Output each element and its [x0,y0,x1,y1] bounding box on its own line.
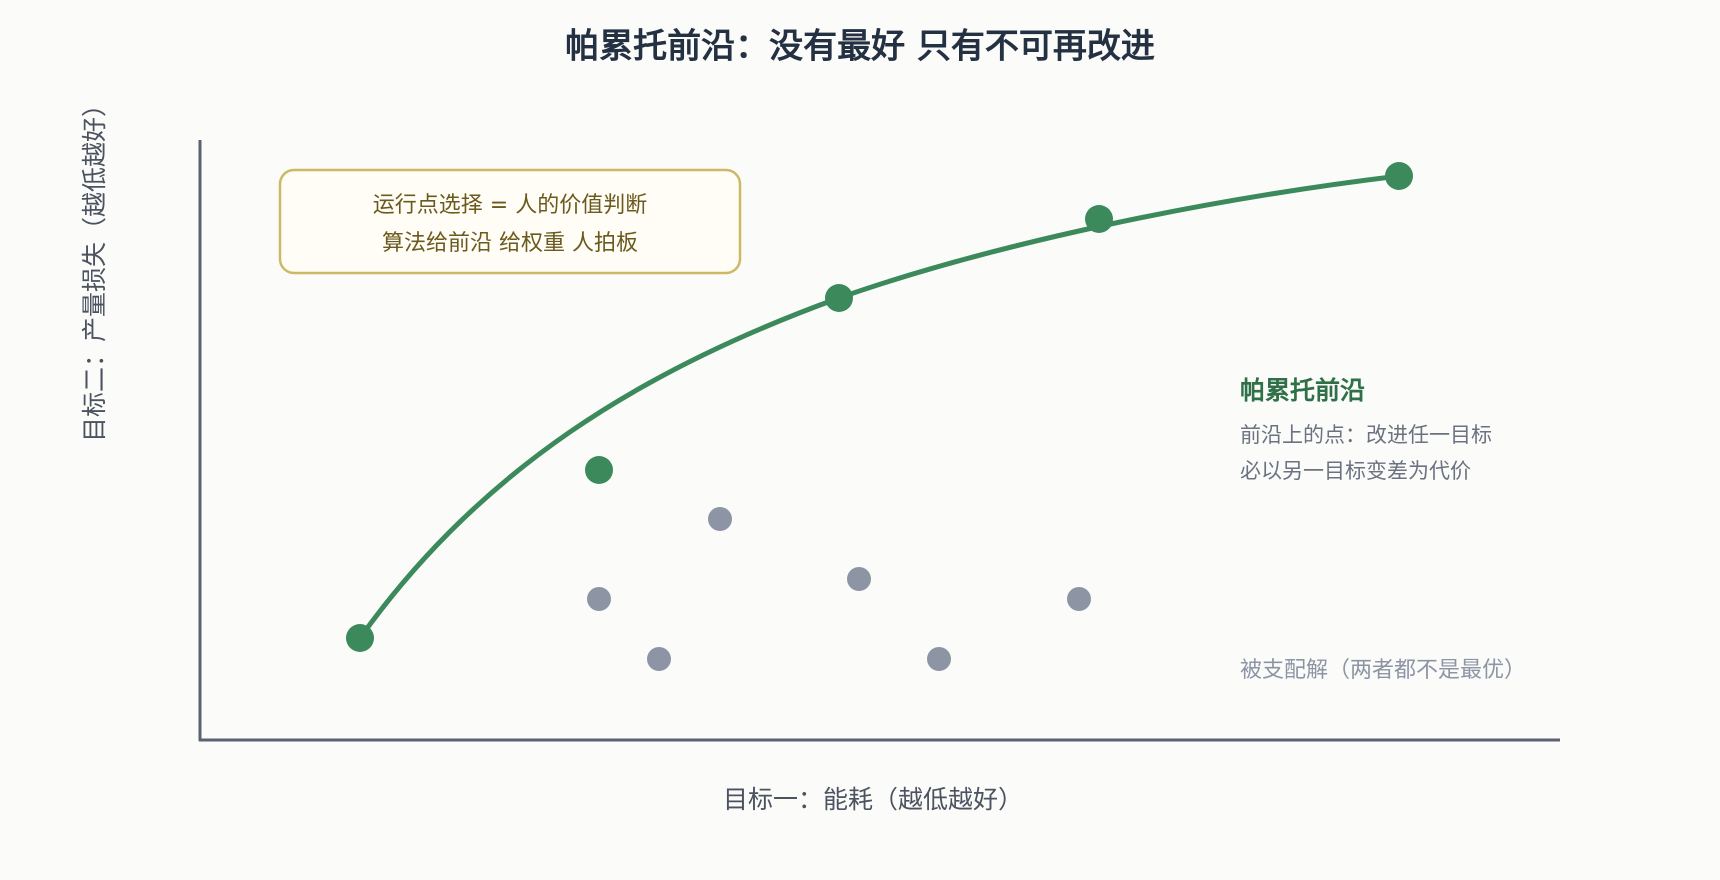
dominated-point [927,647,951,671]
dominated-point [647,647,671,671]
annotation-box [278,168,742,275]
frontier-point [585,456,613,484]
frontier-points [346,162,1413,652]
frontier-point [1085,205,1113,233]
x-axis-label: 目标一：能耗（越低越好） [723,785,1023,814]
annotation-line: 算法给前沿 给权重 人拍板 [382,231,638,256]
dominated-point [847,567,871,591]
dominated-point [708,507,732,531]
legend-text: 必以另一目标变差为代价 [1240,459,1471,483]
legend-title: 帕累托前沿 [1240,376,1365,405]
y-axis-label: 目标二：产量损失（越低越好） [80,92,109,442]
legend-text: 前沿上的点：改进任一目标 [1240,423,1492,447]
annotation-line: 运行点选择 = 人的价值判断 [373,193,647,218]
dominated-point [1067,587,1091,611]
frontier-point [346,624,374,652]
title: 帕累托前沿：没有最好 只有不可再改进 [565,27,1155,67]
dominated-point [587,587,611,611]
frontier-point [1385,162,1413,190]
legend-dominated: 被支配解（两者都不是最优） [1240,658,1526,683]
dominated-points [587,507,1091,671]
frontier-point [825,284,853,312]
